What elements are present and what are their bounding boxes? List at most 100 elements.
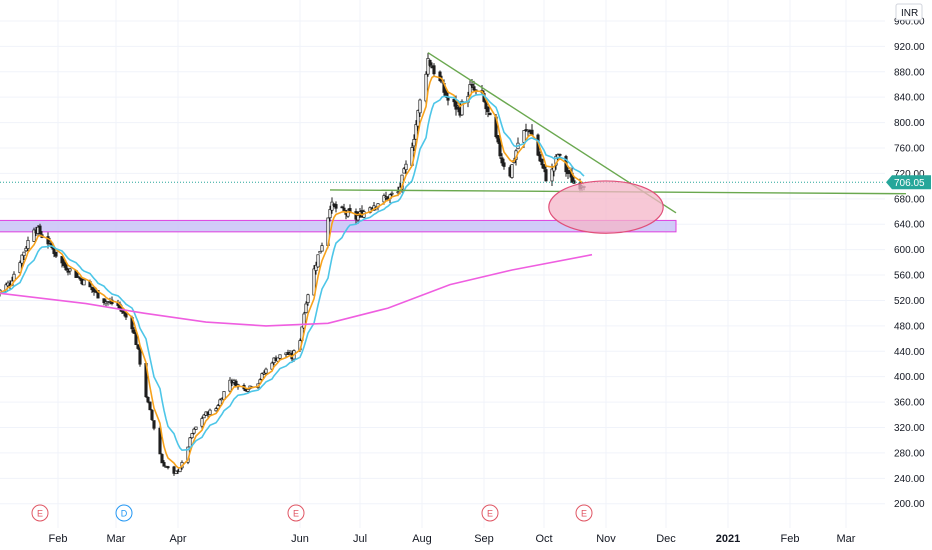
candle-body xyxy=(200,418,204,427)
y-tick-label: 680.00 xyxy=(894,194,925,205)
y-tick-label: 800.00 xyxy=(894,118,925,129)
candle-body xyxy=(262,372,266,375)
y-tick-label: 600.00 xyxy=(894,245,925,256)
last-price-tag xyxy=(886,175,931,190)
y-tick-label: 760.00 xyxy=(894,143,925,154)
candle-body xyxy=(538,154,542,162)
y-tick-label: 200.00 xyxy=(894,499,925,510)
candle-body xyxy=(22,251,26,256)
demand-zone-rect xyxy=(0,219,677,233)
candle-body xyxy=(134,332,138,346)
candle-body xyxy=(412,139,416,147)
candle-body xyxy=(228,379,232,392)
x-tick-label: 2021 xyxy=(716,533,740,545)
candle-body xyxy=(314,264,318,271)
x-tick-label: Feb xyxy=(781,533,800,545)
candle-body xyxy=(414,124,418,140)
y-tick-label: 240.00 xyxy=(894,474,925,485)
currency-label[interactable]: INR xyxy=(901,8,918,19)
candle-body xyxy=(122,311,126,314)
candle-body xyxy=(46,236,50,245)
y-tick-label: 640.00 xyxy=(894,220,925,231)
y-tick-label: 360.00 xyxy=(894,398,925,409)
candle-body xyxy=(32,229,36,242)
candle-body xyxy=(124,313,128,318)
candle-body xyxy=(90,286,94,291)
y-tick-label: 960.00 xyxy=(894,16,925,27)
candle-body xyxy=(66,270,70,273)
grid-lines xyxy=(0,0,885,528)
event-marker-letter: E xyxy=(293,509,299,519)
x-tick-label: Aug xyxy=(412,533,432,545)
event-marker-letter: E xyxy=(37,509,43,519)
candle-body xyxy=(194,426,198,430)
candle-body xyxy=(416,110,420,127)
candle-body xyxy=(38,225,42,235)
candle-body xyxy=(472,86,476,91)
y-tick-label: 840.00 xyxy=(894,93,925,104)
candle-body xyxy=(432,65,436,75)
candle-body xyxy=(160,454,164,464)
y-tick-label: 880.00 xyxy=(894,67,925,78)
candle-body xyxy=(318,250,322,254)
demand-zone-layer xyxy=(0,219,677,233)
candle-body xyxy=(540,158,544,166)
candle-body xyxy=(498,141,502,157)
earnings-marker[interactable] xyxy=(287,504,305,522)
candle-body xyxy=(218,399,222,406)
y-tick-label: 280.00 xyxy=(894,448,925,459)
candle-body xyxy=(544,169,548,182)
candle-body xyxy=(188,437,192,448)
y-tick-label: 560.00 xyxy=(894,271,925,282)
candle-body xyxy=(178,467,182,473)
candle-body xyxy=(68,268,72,272)
candle-body xyxy=(172,466,176,474)
earnings-marker[interactable] xyxy=(31,504,49,522)
candle-body xyxy=(356,215,360,221)
y-tick-label: 720.00 xyxy=(894,169,925,180)
currency-box[interactable] xyxy=(895,3,923,21)
candle-body xyxy=(214,408,218,412)
candle-body xyxy=(426,58,430,75)
drawings-layer xyxy=(0,52,907,234)
candle-body xyxy=(26,240,30,249)
event-marker-letter: E xyxy=(581,509,587,519)
y-tick-label: 440.00 xyxy=(894,347,925,358)
event-marker-letter: E xyxy=(487,509,493,519)
candle-body xyxy=(342,207,346,212)
candle-body xyxy=(192,428,196,434)
candles-layer xyxy=(0,52,586,476)
candle-body xyxy=(132,329,136,334)
candle-body xyxy=(340,206,344,209)
candle-body xyxy=(24,247,28,252)
candle-body xyxy=(64,264,68,271)
candle-body xyxy=(550,168,554,182)
candle-body xyxy=(542,164,546,169)
candle-body xyxy=(306,294,310,303)
ma-long-line xyxy=(0,253,593,327)
candle-body xyxy=(460,100,464,116)
candle-body xyxy=(136,344,140,349)
candle-body xyxy=(390,192,394,195)
candle-body xyxy=(78,277,82,280)
last-price-label: 706.05 xyxy=(894,178,925,189)
candle-body xyxy=(382,195,386,203)
target-ellipse xyxy=(548,180,664,234)
candle-body xyxy=(346,209,350,217)
candle-body xyxy=(54,251,58,257)
candle-body xyxy=(522,130,526,143)
earnings-marker[interactable] xyxy=(481,504,499,522)
x-tick-label: Apr xyxy=(169,533,186,545)
candle-body xyxy=(270,362,274,370)
candle-body xyxy=(148,401,152,411)
x-tick-label: Nov xyxy=(596,533,616,545)
candle-body xyxy=(316,254,320,268)
dividend-marker[interactable] xyxy=(115,504,133,522)
candle-body xyxy=(20,254,24,264)
candle-body xyxy=(278,354,282,359)
candle-body xyxy=(202,414,206,419)
earnings-marker[interactable] xyxy=(575,504,593,522)
candle-body xyxy=(328,209,332,219)
indicator-lines-layer xyxy=(0,75,593,469)
